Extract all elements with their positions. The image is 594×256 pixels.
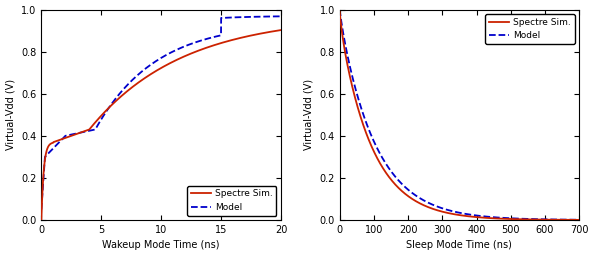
Model — [270, 15, 277, 18]
Line: Spectre Sim.: Spectre Sim. — [340, 12, 579, 220]
Spectre Sim. — [148, 72, 155, 75]
Model — [348, 73, 355, 76]
Model — [568, 218, 576, 221]
Spectre Sim. — [576, 218, 583, 221]
Spectre Sim. — [336, 10, 343, 13]
Spectre Sim. — [525, 218, 532, 221]
Spectre Sim. — [38, 218, 45, 221]
Model — [568, 218, 576, 221]
Model — [154, 58, 162, 61]
Model — [270, 15, 277, 18]
Spectre Sim. — [270, 30, 277, 33]
Model — [525, 217, 532, 220]
Spectre Sim. — [348, 83, 355, 86]
Y-axis label: Virtual-Vdd (V): Virtual-Vdd (V) — [5, 79, 15, 150]
Legend: Spectre Sim., Model: Spectre Sim., Model — [187, 186, 276, 216]
Model — [148, 63, 155, 66]
Spectre Sim. — [568, 218, 576, 221]
Line: Model: Model — [42, 16, 281, 209]
Spectre Sim. — [50, 141, 57, 144]
X-axis label: Sleep Mode Time (ns): Sleep Mode Time (ns) — [406, 240, 513, 250]
Spectre Sim. — [270, 30, 277, 33]
Line: Model: Model — [340, 9, 579, 220]
Model — [38, 208, 45, 211]
Spectre Sim. — [277, 28, 285, 31]
Spectre Sim. — [226, 39, 233, 42]
X-axis label: Wakeup Mode Time (ns): Wakeup Mode Time (ns) — [102, 240, 220, 250]
Model — [446, 209, 453, 212]
Spectre Sim. — [568, 218, 576, 221]
Model — [336, 8, 343, 11]
Spectre Sim. — [446, 212, 453, 215]
Model — [453, 210, 460, 214]
Line: Spectre Sim.: Spectre Sim. — [42, 30, 281, 220]
Y-axis label: Virtual-Vdd (V): Virtual-Vdd (V) — [304, 79, 314, 150]
Model — [576, 218, 583, 221]
Model — [226, 16, 233, 19]
Spectre Sim. — [453, 213, 460, 216]
Legend: Spectre Sim., Model: Spectre Sim., Model — [485, 14, 574, 44]
Model — [50, 146, 57, 150]
Spectre Sim. — [154, 68, 162, 71]
Model — [277, 15, 285, 18]
